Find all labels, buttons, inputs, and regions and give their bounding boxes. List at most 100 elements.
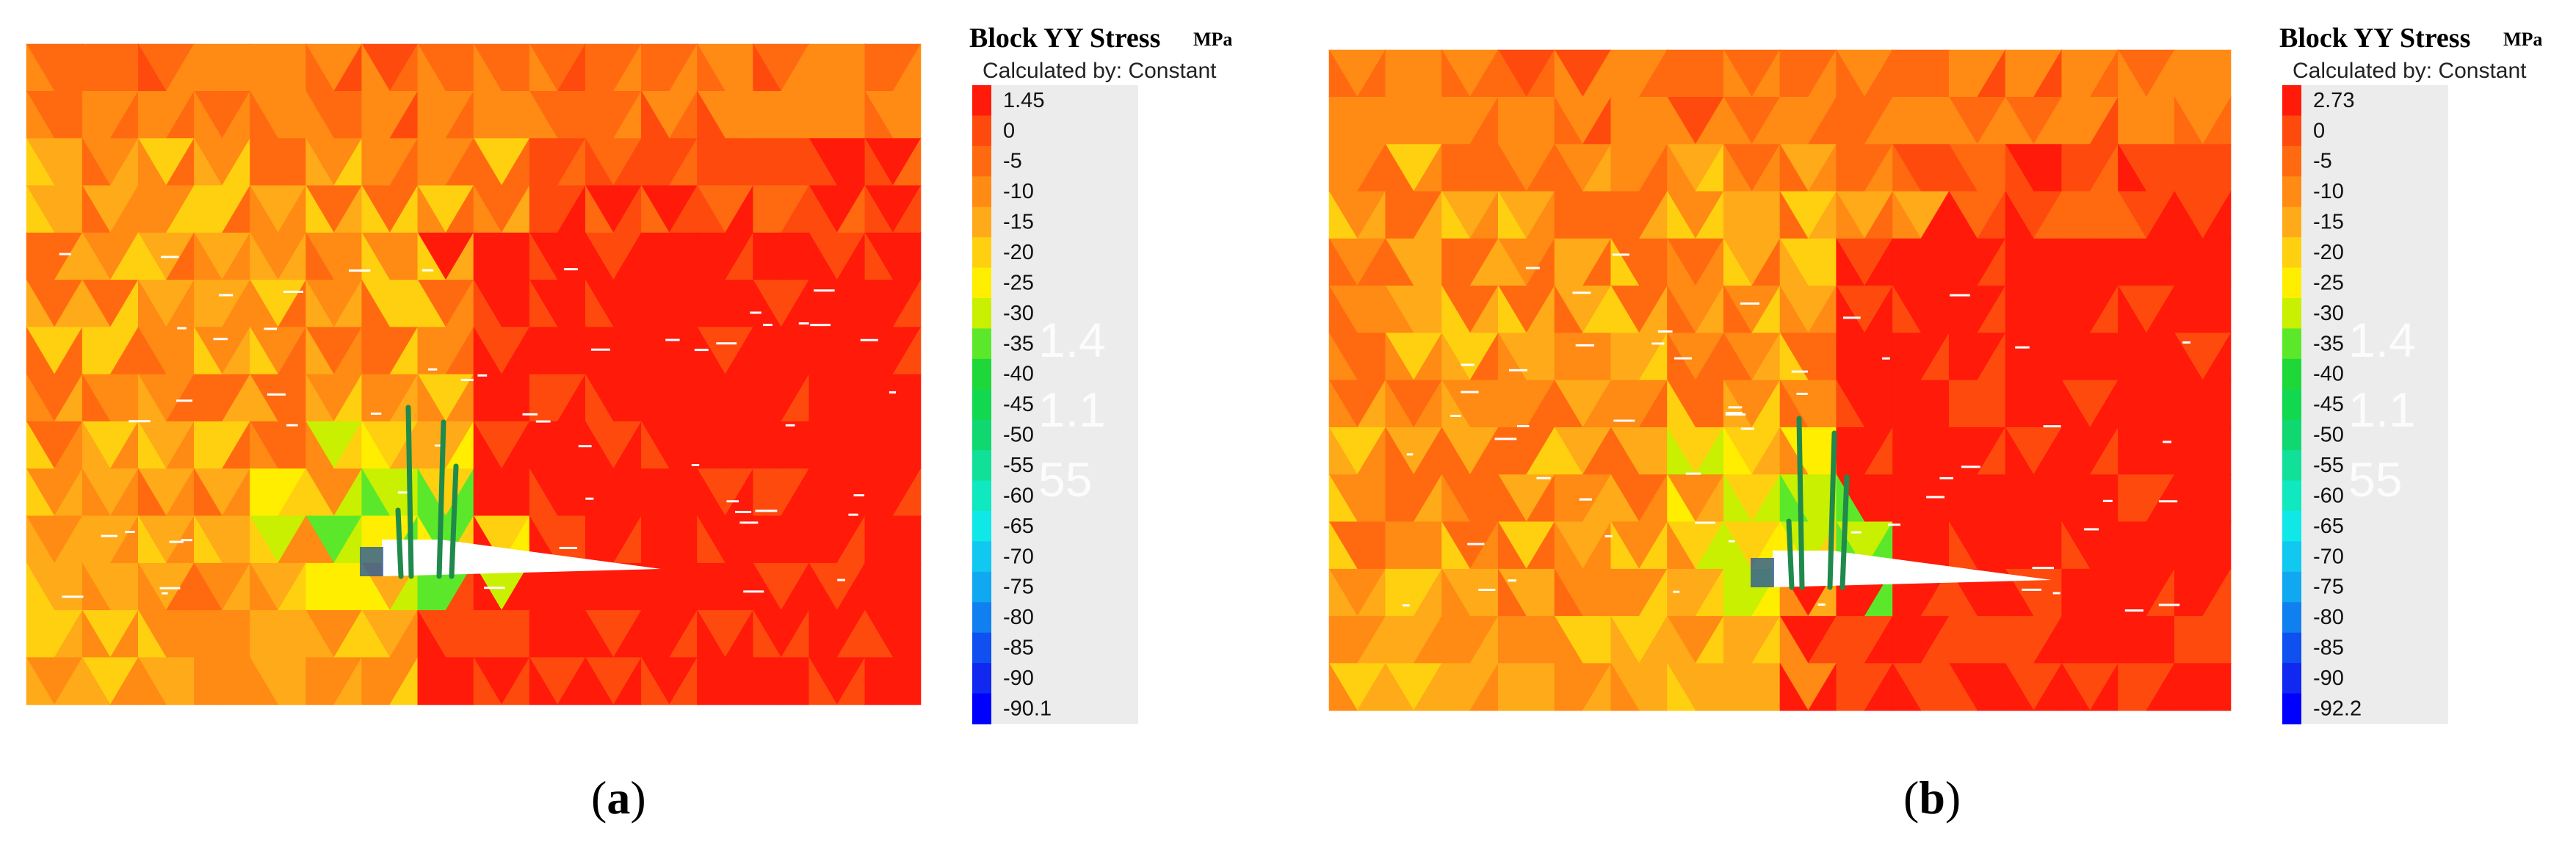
panel-b: Block YY Stress MPa Calculated by: Constan… — [1288, 0, 2576, 867]
legend-swatch — [972, 85, 991, 116]
legend-swatch — [2282, 450, 2301, 482]
legend-swatch — [2282, 602, 2301, 634]
legend-tick-label: -25 — [2313, 271, 2344, 294]
legend-tick-label: -75 — [2313, 576, 2344, 599]
legend-title: Block YY Stress — [2279, 23, 2470, 54]
legend-swatch — [2282, 663, 2301, 694]
caption-b: (b) — [1903, 772, 1961, 824]
legend-tick-label: 2.73 — [2313, 89, 2354, 112]
legend-ghost-label: 55 — [1038, 452, 1092, 507]
legend-tick-label: -92.2 — [2313, 697, 2362, 720]
legend-tick-label: -55 — [1003, 454, 1034, 477]
legend-tick-label: -60 — [2313, 484, 2344, 507]
legend-tick-label: -45 — [1003, 393, 1034, 416]
legend-tick-label: -5 — [2313, 150, 2332, 173]
legend-tick-label: -30 — [2313, 302, 2344, 325]
legend-tick-label: -40 — [2313, 363, 2344, 386]
support-elements — [1751, 416, 1850, 590]
legend-tick-label: -70 — [1003, 545, 1034, 568]
legend-tick-label: -70 — [2313, 545, 2344, 568]
legend-tick-label: 1.45 — [1003, 89, 1044, 112]
legend-swatch — [2282, 632, 2301, 664]
legend-tick-label: 0 — [2313, 119, 2325, 142]
legend-ghost-label: 1.4 — [1038, 313, 1106, 367]
legend-tick-label: 0 — [1003, 119, 1015, 142]
legend-swatch — [972, 145, 991, 177]
stress-contour-field — [1328, 48, 2232, 711]
stress-legend: Block YY Stress MPa Calculated by: Constan… — [969, 23, 1232, 725]
legend-swatch — [2282, 693, 2301, 725]
legend-tick-label: -5 — [1003, 150, 1022, 173]
legend-title: Block YY Stress — [969, 23, 1160, 54]
legend-tick-label: -90 — [2313, 667, 2344, 690]
legend-swatch — [972, 602, 991, 634]
legend-swatch — [972, 693, 991, 725]
legend-swatch — [2282, 267, 2301, 299]
legend-tick-label: -80 — [1003, 606, 1034, 629]
panel-a: Block YY Stress MPa Calculated by: Constan… — [26, 23, 1232, 824]
legend-ghost-label: 1.1 — [1038, 382, 1106, 437]
legend-swatch — [972, 663, 991, 694]
legend-ghost-label: 55 — [2348, 452, 2402, 507]
legend-swatch — [972, 358, 991, 390]
legend-tick-label: -55 — [2313, 454, 2344, 477]
legend-tick-label: -80 — [2313, 606, 2344, 629]
legend-swatch — [972, 571, 991, 603]
legend-tick-label: -20 — [2313, 241, 2344, 264]
legend-swatch — [972, 541, 991, 573]
legend-swatch — [972, 298, 991, 329]
legend-tick-label: -20 — [1003, 241, 1034, 264]
legend-swatch — [2282, 85, 2301, 116]
legend-swatch — [2282, 206, 2301, 238]
legend-tick-label: -30 — [1003, 302, 1034, 325]
legend-swatch — [972, 267, 991, 299]
stress-legend: Block YY Stress MPa Calculated by: Constan… — [2279, 23, 2542, 725]
legend-swatch — [972, 115, 991, 147]
legend-swatch — [972, 632, 991, 664]
legend-swatch — [2282, 176, 2301, 208]
caption-letter-a: a — [607, 772, 631, 824]
stress-contour-field — [26, 43, 922, 705]
legend-swatch — [2282, 115, 2301, 147]
caption-a: (a) — [591, 772, 646, 824]
legend-swatch — [972, 237, 991, 269]
legend-unit: MPa — [1193, 29, 1232, 50]
legend-tick-label: -40 — [1003, 363, 1034, 386]
legend-ghost-label: 1.4 — [2348, 313, 2416, 367]
legend-swatch — [972, 328, 991, 360]
legend-swatch — [2282, 419, 2301, 451]
legend-tick-label: -10 — [2313, 180, 2344, 203]
legend-tick-label: -35 — [1003, 332, 1034, 355]
legend-swatch — [972, 450, 991, 482]
legend-tick-label: -50 — [1003, 424, 1034, 447]
legend-tick-label: -35 — [2313, 332, 2344, 355]
legend-tick-label: -50 — [2313, 424, 2344, 447]
legend-tick-label: -15 — [2313, 211, 2344, 234]
legend-tick-label: -90.1 — [1003, 697, 1052, 720]
legend-calculated-by: Calculated by: Constant — [983, 59, 1217, 83]
legend-tick-label: -10 — [1003, 180, 1034, 203]
legend-swatch — [2282, 298, 2301, 329]
legend-background — [2301, 85, 2448, 724]
legend-swatch — [2282, 358, 2301, 390]
legend-tick-label: -75 — [1003, 576, 1034, 599]
legend-swatch — [972, 206, 991, 238]
legend-unit: MPa — [2503, 29, 2542, 50]
legend-swatch — [2282, 389, 2301, 421]
legend-swatch — [2282, 571, 2301, 603]
legend-calculated-by: Calculated by: Constant — [2293, 59, 2527, 83]
legend-swatch — [2282, 145, 2301, 177]
legend-background — [991, 85, 1138, 724]
legend-swatch — [2282, 328, 2301, 360]
legend-tick-label: -90 — [1003, 667, 1034, 690]
legend-tick-label: -85 — [1003, 636, 1034, 660]
legend-tick-label: -65 — [2313, 515, 2344, 538]
stress-contour-figure-a: Block YY Stress MPa Calculated by: Constan… — [26, 23, 1232, 725]
legend-swatch — [972, 419, 991, 451]
legend-swatch — [972, 389, 991, 421]
legend-tick-label: -45 — [2313, 393, 2344, 416]
legend-ghost-label: 1.1 — [2348, 382, 2416, 437]
legend-swatch — [972, 176, 991, 208]
legend-swatch — [972, 511, 991, 542]
stress-contour-figure-b: Block YY Stress MPa Calculated by: Constan… — [1328, 23, 2542, 725]
